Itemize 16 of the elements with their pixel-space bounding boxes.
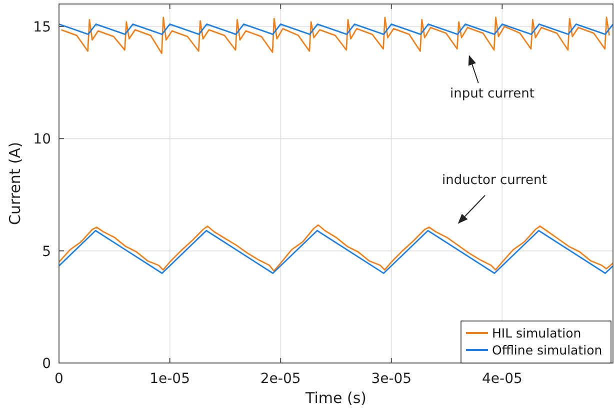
y-tick-label: 5 (42, 244, 51, 260)
annotation: inductor current (442, 173, 547, 188)
x-tick-label: 3e-05 (371, 371, 412, 387)
y-tick-label: 0 (42, 356, 51, 372)
x-tick-label: 1e-05 (150, 371, 190, 387)
x-tick-label: 0 (54, 371, 64, 387)
x-tick-label: 2e-05 (260, 371, 301, 387)
y-axis-title: Current (A) (6, 142, 24, 226)
legend-label: HIL simulation (492, 326, 582, 340)
y-tick-label: 15 (33, 19, 51, 36)
legend-label: Offline simulation (492, 342, 602, 358)
annotation: input current (450, 86, 534, 102)
y-tick-label: 10 (33, 132, 51, 148)
x-axis-title: Time (s) (304, 389, 366, 407)
line-series (60, 16, 610, 54)
x-tick-label: 4e-05 (482, 371, 522, 387)
